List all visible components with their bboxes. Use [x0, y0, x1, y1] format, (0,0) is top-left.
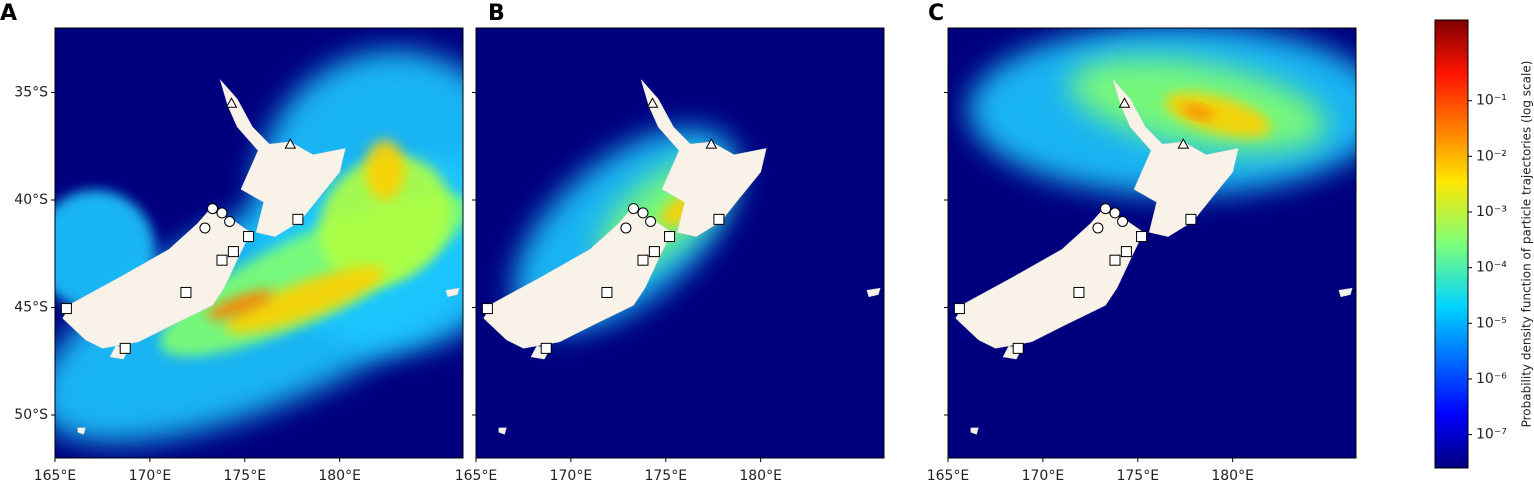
land	[970, 427, 979, 435]
site-triangle	[284, 138, 297, 149]
y-tick-label: 40°S	[14, 192, 48, 208]
site-square	[713, 213, 725, 225]
plume	[365, 140, 405, 200]
site-circle	[637, 207, 649, 219]
land	[498, 427, 507, 435]
site-triangle	[705, 138, 718, 149]
site-triangle	[1177, 138, 1190, 149]
colorbar-tick-label: 10⁻²	[1476, 148, 1507, 164]
density-plume	[55, 50, 463, 443]
site-square	[180, 286, 192, 298]
site-circle	[1092, 222, 1104, 234]
x-tick-label: 175°E	[644, 468, 687, 484]
map-panel: C 165°E 170°E 175°E 180°E	[927, 1, 1357, 484]
site-circle	[1100, 203, 1112, 215]
site-square	[119, 342, 131, 354]
x-tick-label: 180°E	[1211, 468, 1254, 484]
x-tick-label: 180°E	[318, 468, 361, 484]
site-square	[664, 231, 676, 243]
x-tick-label: 180°E	[739, 468, 782, 484]
x-tick-label: 165°E	[927, 468, 970, 484]
site-square	[227, 246, 239, 258]
frame	[947, 27, 1357, 459]
site-square	[60, 303, 72, 315]
site-square	[953, 303, 965, 315]
panel-label: B	[488, 1, 505, 26]
site-circle	[199, 222, 211, 234]
frame	[475, 27, 885, 459]
site-triangle	[225, 97, 238, 108]
colorbar-tick-label: 10⁻⁶	[1476, 371, 1507, 387]
site-square	[1120, 246, 1132, 258]
y-tick-label: 50°S	[14, 407, 48, 423]
site-square	[1073, 286, 1085, 298]
site-square	[1185, 213, 1197, 225]
site-circle	[216, 207, 228, 219]
land	[77, 427, 86, 435]
x-tick-label: 175°E	[1116, 468, 1159, 484]
plume	[224, 266, 386, 334]
colorbar-tick-label: 10⁻⁵	[1476, 315, 1507, 331]
site-square	[601, 286, 613, 298]
colorbar-tick-label: 10⁻⁴	[1476, 260, 1507, 276]
colorbar-tick-label: 10⁻¹	[1476, 93, 1507, 109]
colorbar	[1434, 19, 1469, 469]
y-tick-label: 45°S	[14, 300, 48, 316]
site-square	[292, 213, 304, 225]
land	[445, 287, 460, 298]
plume	[1164, 92, 1272, 138]
x-tick-label: 170°E	[129, 468, 172, 484]
y-tick-label: 35°S	[14, 85, 48, 101]
site-circle	[645, 216, 657, 227]
x-tick-label: 165°E	[455, 468, 498, 484]
panel-label: A	[0, 1, 17, 26]
map-panel: B 165°E 170°E 175°E 180°E	[455, 1, 885, 484]
site-square	[637, 254, 649, 266]
land	[866, 287, 881, 298]
x-tick-label: 175°E	[223, 468, 266, 484]
x-tick-label: 170°E	[1022, 468, 1065, 484]
site-circle	[628, 203, 640, 215]
plume	[318, 155, 452, 285]
site-square	[481, 303, 493, 315]
colorbar-tick-label: 10⁻⁷	[1476, 427, 1507, 443]
x-tick-label: 170°E	[550, 468, 593, 484]
site-square	[1012, 342, 1024, 354]
site-circle	[1117, 216, 1129, 227]
plume	[206, 290, 274, 320]
site-circle	[620, 222, 632, 234]
x-tick-label: 165°E	[34, 468, 77, 484]
site-square	[648, 246, 660, 258]
site-square	[243, 231, 255, 243]
frame	[54, 27, 464, 459]
land	[1338, 287, 1353, 298]
site-circle	[224, 216, 236, 227]
site-triangle	[646, 97, 659, 108]
site-circle	[1109, 207, 1121, 219]
panel-label: C	[928, 1, 944, 26]
site-circle	[207, 203, 219, 215]
site-square	[1109, 254, 1121, 266]
site-square	[216, 254, 228, 266]
site-square	[1136, 231, 1148, 243]
site-square	[540, 342, 552, 354]
colorbar-tick-label: 10⁻³	[1476, 204, 1507, 220]
site-triangle	[1118, 97, 1131, 108]
plume	[1182, 105, 1214, 119]
map-panel: A 165°E 170°E 175°E 180°E 35°S 40°S 45°S 50°S	[0, 1, 464, 484]
colorbar-label: Probability density function of particle…	[1520, 61, 1534, 428]
